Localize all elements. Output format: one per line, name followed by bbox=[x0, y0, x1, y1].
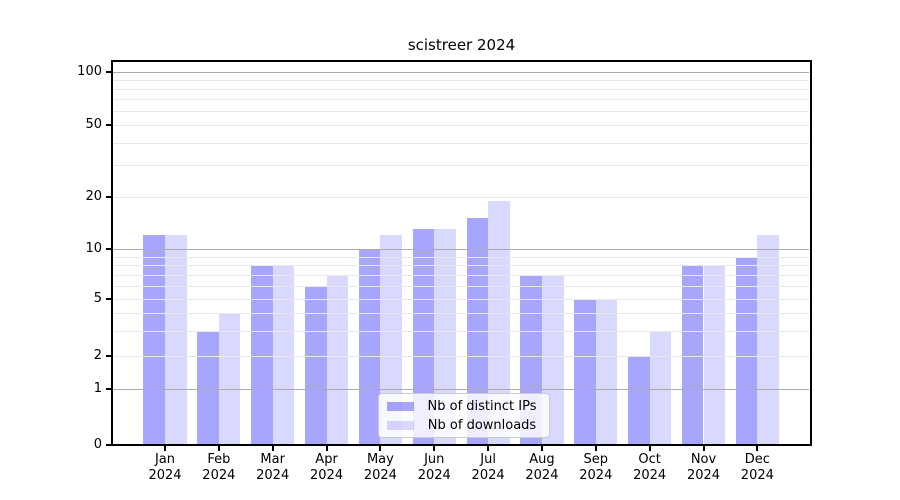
x-tick-label: Oct 2024 bbox=[633, 452, 667, 483]
legend-item-distinct-ips: Nb of distinct IPs bbox=[387, 399, 541, 414]
gridline-minor bbox=[113, 165, 809, 167]
bar-may-downloads bbox=[380, 235, 402, 444]
bar-jan-downloads bbox=[165, 235, 187, 444]
x-tick-label: Jan 2024 bbox=[148, 452, 182, 483]
y-tick-label: 100 bbox=[77, 63, 102, 79]
gridline-minor bbox=[113, 125, 809, 127]
legend-label-downloads: Nb of downloads bbox=[427, 417, 537, 433]
bar-feb-downloads bbox=[218, 313, 241, 444]
legend-swatch-distinct-ips-icon bbox=[387, 401, 414, 411]
x-tick-label: Jul 2024 bbox=[471, 452, 505, 483]
x-tick-label: Jun 2024 bbox=[417, 452, 451, 483]
bar-apr-downloads bbox=[326, 274, 349, 444]
gridline-minor bbox=[113, 286, 809, 288]
x-tick-mark bbox=[702, 446, 705, 451]
y-tick-label: 50 bbox=[85, 117, 102, 133]
gridline-minor bbox=[113, 299, 809, 301]
y-tick-mark bbox=[106, 248, 111, 250]
y-tick-mark bbox=[106, 444, 111, 446]
bar-oct-distinct-ips bbox=[628, 356, 650, 444]
x-tick-mark bbox=[164, 446, 166, 451]
y-tick-label: 0 bbox=[93, 437, 102, 452]
x-tick-mark bbox=[217, 446, 220, 451]
x-tick-label: May 2024 bbox=[363, 452, 397, 483]
bar-feb-distinct-ips bbox=[197, 330, 219, 444]
gridline-minor bbox=[113, 88, 809, 90]
gridline-minor bbox=[113, 142, 809, 144]
y-tick-label: 5 bbox=[93, 291, 102, 307]
bar-jun-distinct-ips bbox=[412, 229, 435, 444]
bar-may-distinct-ips bbox=[358, 249, 381, 444]
gridline-minor bbox=[113, 274, 809, 276]
gridline-minor bbox=[113, 330, 809, 332]
legend: Nb of distinct IPs Nb of downloads bbox=[378, 393, 550, 438]
x-tick-label: Dec 2024 bbox=[740, 452, 774, 483]
gridline-major bbox=[113, 249, 809, 250]
bar-dec-downloads bbox=[757, 235, 779, 444]
gridline-minor bbox=[113, 196, 809, 198]
bar-jan-distinct-ips bbox=[143, 235, 165, 444]
chart-title: scistreer 2024 bbox=[407, 36, 516, 54]
x-tick-mark bbox=[594, 446, 597, 451]
x-tick-mark bbox=[379, 446, 382, 451]
gridline-minor bbox=[113, 313, 809, 315]
bar-apr-distinct-ips bbox=[304, 286, 327, 444]
bar-nov-distinct-ips bbox=[681, 265, 704, 444]
gridline-minor bbox=[113, 99, 809, 101]
bar-jul-downloads bbox=[488, 200, 510, 444]
gridline-minor bbox=[113, 111, 809, 113]
y-tick-label: 2 bbox=[93, 348, 102, 363]
x-tick-label: Sep 2024 bbox=[579, 452, 613, 483]
gridline-minor bbox=[113, 265, 809, 267]
bar-sep-distinct-ips bbox=[574, 299, 596, 444]
bar-mar-downloads bbox=[272, 265, 295, 444]
x-tick-mark bbox=[756, 446, 759, 451]
x-tick-mark bbox=[648, 446, 651, 451]
x-tick-mark bbox=[433, 446, 436, 451]
x-tick-label: Apr 2024 bbox=[310, 452, 344, 483]
bar-oct-downloads bbox=[649, 330, 672, 444]
gridline-major bbox=[113, 389, 809, 390]
x-tick-label: Nov 2024 bbox=[686, 452, 721, 483]
bar-mar-distinct-ips bbox=[251, 265, 273, 444]
legend-item-downloads: Nb of downloads bbox=[387, 418, 541, 433]
legend-swatch-downloads-icon bbox=[387, 420, 414, 430]
x-tick-label: Feb 2024 bbox=[202, 452, 236, 483]
y-tick-label: 1 bbox=[93, 381, 102, 396]
y-tick-mark bbox=[106, 124, 111, 127]
y-tick-mark bbox=[106, 195, 111, 198]
x-tick-mark bbox=[271, 446, 274, 451]
y-tick-mark bbox=[106, 298, 111, 301]
bar-nov-downloads bbox=[703, 265, 726, 444]
x-tick-mark bbox=[487, 446, 490, 451]
gridline-minor bbox=[113, 256, 809, 258]
gridline-minor bbox=[113, 356, 809, 357]
bar-sep-downloads bbox=[595, 299, 618, 444]
y-tick-mark bbox=[106, 388, 111, 390]
bar-jun-downloads bbox=[434, 229, 456, 444]
y-tick-mark bbox=[106, 355, 111, 357]
y-tick-mark bbox=[106, 70, 111, 73]
y-tick-label: 20 bbox=[85, 188, 102, 204]
y-tick-label: 10 bbox=[85, 241, 102, 256]
x-tick-mark bbox=[540, 446, 543, 451]
bar-dec-distinct-ips bbox=[735, 256, 758, 444]
x-tick-label: Aug 2024 bbox=[525, 452, 559, 483]
plot-area bbox=[111, 60, 812, 446]
gridline-minor bbox=[113, 79, 809, 81]
legend-label-distinct-ips: Nb of distinct IPs bbox=[427, 398, 537, 414]
x-tick-mark bbox=[325, 446, 328, 451]
gridline-major bbox=[113, 71, 809, 73]
x-tick-label: Mar 2024 bbox=[256, 452, 290, 483]
